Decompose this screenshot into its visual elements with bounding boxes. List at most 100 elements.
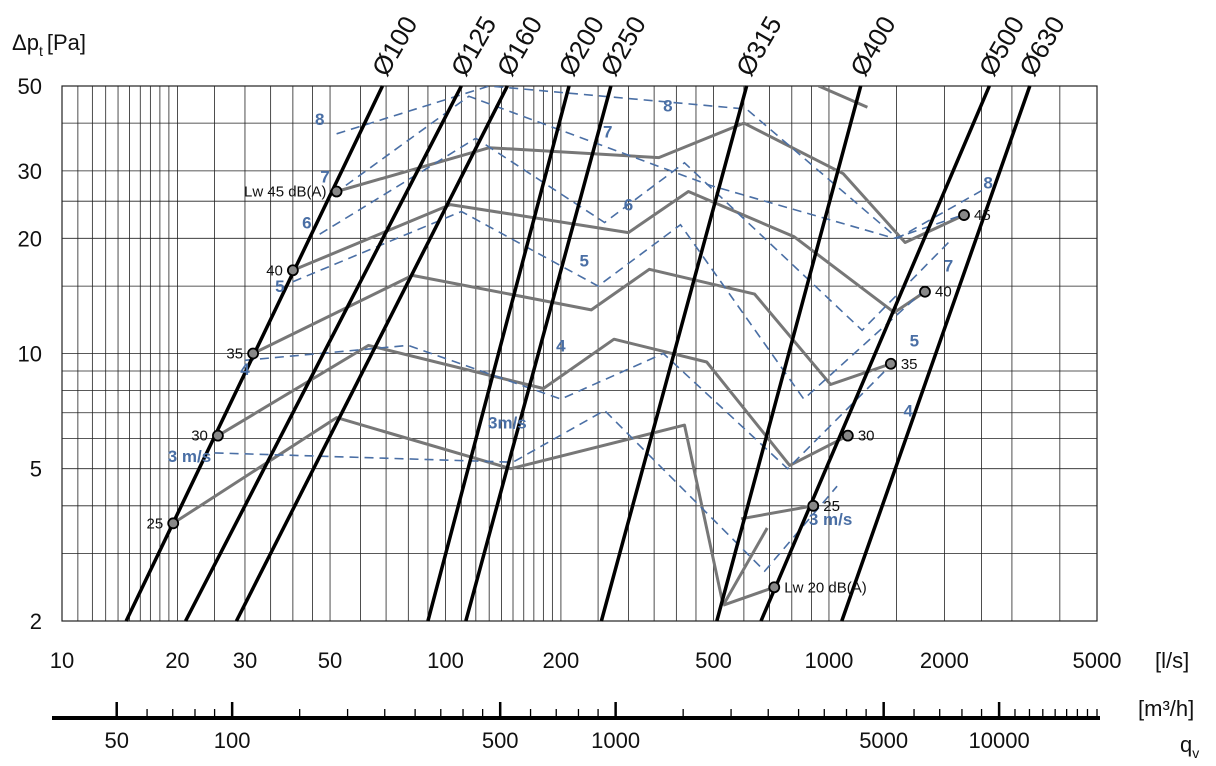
y-tick-label: 10 <box>18 342 42 367</box>
chart-labels: 10 20 30 50 100 200 500 1000 2000 50002510203050Ø… <box>18 11 1122 673</box>
y-tick-label: 30 <box>18 159 42 184</box>
duct-label-160: Ø160 <box>491 11 549 81</box>
x-tick-label: 20 <box>165 648 189 673</box>
x2-axis-unit: [m³/h] <box>1138 696 1194 721</box>
velocity-label: 6 <box>624 196 633 215</box>
sound-marker <box>807 499 820 512</box>
y-axis-unit: [Pa] <box>47 30 86 55</box>
velocity-lines <box>214 86 986 573</box>
sound-marker <box>167 517 180 530</box>
sound-marker <box>211 429 224 442</box>
y-axis-symbol: Δp <box>12 30 39 55</box>
sound-label: 25 <box>823 498 840 515</box>
duct-label-250: Ø250 <box>594 11 652 81</box>
secondary-x-axis: 50 100 500 1000 5000 10000 <box>52 702 1100 753</box>
sound-label: 40 <box>935 284 952 301</box>
velocity-line-4-m-s <box>244 344 890 470</box>
velocity-label: 8 <box>663 96 672 115</box>
velocity-label: 5 <box>275 277 284 296</box>
y-tick-label: 5 <box>30 457 42 482</box>
x-tick-label: 30 <box>233 648 257 673</box>
x-tick-label: 5000 <box>1073 648 1122 673</box>
duct-line-630 <box>840 85 1032 622</box>
duct-label-100: Ø100 <box>366 11 424 81</box>
y-axis-title: Δpt [Pa] <box>12 30 86 59</box>
velocity-line-5-m-s <box>292 210 926 401</box>
duct-line-250 <box>464 85 613 622</box>
sound-line-lw-30-db-a <box>217 337 849 467</box>
sound-level-markers <box>167 185 970 594</box>
x-tick-label: 200 <box>543 648 580 673</box>
duct-label-315: Ø315 <box>730 11 788 81</box>
sound-label: Lw 20 dB(A) <box>784 579 867 596</box>
duct-size-lines <box>124 85 1032 622</box>
velocity-label: 8 <box>983 173 992 192</box>
sound-label: 45 <box>974 207 991 224</box>
velocity-label: 7 <box>603 123 612 142</box>
x2-tick-label: 50 <box>104 728 128 753</box>
chart-grid <box>61 85 1098 622</box>
x2-tick-label: 500 <box>482 728 519 753</box>
sound-line-lw-20-db-a-ext <box>721 527 769 606</box>
duct-line-200 <box>426 85 571 622</box>
velocity-label: 8 <box>315 110 324 129</box>
sound-line-lw-45-db-a <box>336 121 965 244</box>
x-tick-label: 500 <box>695 648 732 673</box>
x2-tick-label: 100 <box>214 728 251 753</box>
sound-marker <box>919 285 931 298</box>
sound-label: Lw 45 dB(A) <box>244 184 327 201</box>
x2-tick-label: 1000 <box>591 728 640 753</box>
sound-label: 30 <box>858 428 875 445</box>
velocity-label: 4 <box>904 401 914 420</box>
sound-label: 35 <box>901 356 918 373</box>
sound-marker <box>330 185 343 198</box>
x-tick-label: 100 <box>427 648 464 673</box>
velocity-line-6-m-s <box>319 137 950 332</box>
sound-line-lw-25-db-a <box>172 416 725 606</box>
plot-border <box>61 85 1098 622</box>
x-tick-label: 2000 <box>920 648 969 673</box>
sound-label: 25 <box>147 515 164 532</box>
sound-marker <box>841 429 854 442</box>
sound-marker <box>884 357 897 370</box>
duct-line-400 <box>715 85 863 622</box>
x2-tick-label: 5000 <box>859 728 908 753</box>
x-axis-unit: [l/s] <box>1155 648 1189 673</box>
sound-marker <box>958 209 970 221</box>
x-tick-label: 1000 <box>804 648 853 673</box>
sound-line-lw-40-db-a <box>292 190 926 314</box>
sound-label: 30 <box>191 428 208 445</box>
duct-line-315 <box>599 85 749 622</box>
y-tick-label: 50 <box>18 74 42 99</box>
y-tick-label: 20 <box>18 226 42 251</box>
sound-line-lw-25-db-a-b <box>740 504 814 521</box>
duct-line-160 <box>234 85 509 622</box>
sound-marker <box>768 581 781 594</box>
x2-axis-symbol-sub: v <box>1192 745 1199 761</box>
velocity-label: 5 <box>910 332 919 351</box>
velocity-label: 6 <box>302 213 311 232</box>
duct-label-400: Ø400 <box>844 11 902 81</box>
x-tick-label: 10 <box>50 648 74 673</box>
x2-axis-symbol-main: q <box>1180 732 1192 757</box>
sound-label: 35 <box>226 346 243 363</box>
duct-label-125: Ø125 <box>445 11 503 81</box>
velocity-label: 7 <box>320 168 329 187</box>
velocity-label: 5 <box>579 251 588 270</box>
velocity-line-7-m-s <box>345 95 963 240</box>
velocity-label: 7 <box>944 256 953 275</box>
duct-line-500 <box>759 85 991 622</box>
sound-label: 40 <box>266 262 283 279</box>
x-tick-label: 50 <box>318 648 342 673</box>
x2-tick-label: 10000 <box>969 728 1030 753</box>
sound-marker <box>247 347 259 360</box>
velocity-label: 4 <box>240 360 250 379</box>
sound-line-lw-50-db-a <box>818 86 868 109</box>
velocity-line-3-m-s <box>214 409 838 573</box>
sound-marker <box>286 264 299 277</box>
x2-axis-symbol: qv <box>1180 732 1199 761</box>
duct-line-125 <box>184 85 463 622</box>
sound-line-lw-20-db-a <box>722 585 775 607</box>
y-axis-subscript: t <box>39 43 43 59</box>
